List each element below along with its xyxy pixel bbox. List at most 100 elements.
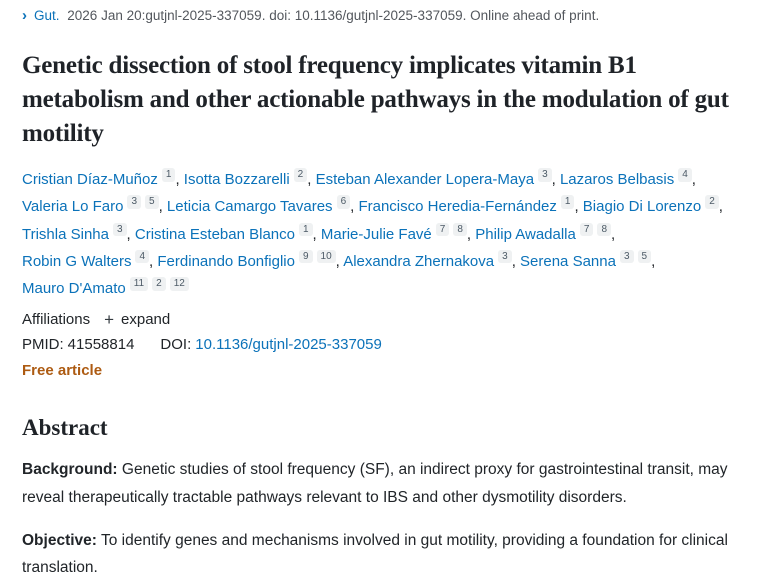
affiliation-number[interactable]: 5 (145, 195, 159, 209)
author-separator: , (312, 225, 317, 243)
affiliation-number[interactable]: 2 (293, 168, 308, 182)
affiliation-number[interactable]: 11 (129, 277, 149, 291)
author-link[interactable]: Mauro D'Amato (22, 280, 126, 298)
author-separator: , (691, 171, 696, 188)
affiliation-badges: 3 (109, 222, 127, 243)
author-link[interactable]: Francisco Heredia-Fernández (358, 198, 557, 216)
author-separator: , (335, 252, 340, 270)
author-link[interactable]: Ferdinando Bonfiglio (157, 252, 295, 270)
author: Ferdinando Bonfiglio 9 10, (157, 249, 340, 270)
affiliation-number[interactable]: 3 (127, 195, 142, 209)
abstract-heading: Abstract (22, 415, 108, 441)
affiliation-number[interactable]: 2 (705, 195, 719, 209)
affiliation-number[interactable]: 2 (152, 277, 166, 291)
author-link[interactable]: Robin G Walters (22, 252, 132, 270)
author-link[interactable]: Trishla Sinha (22, 225, 109, 243)
affiliation-number[interactable]: 4 (678, 168, 692, 182)
affiliation-badges: 9 10 (295, 249, 336, 270)
author-link[interactable]: Lazaros Belbasis (559, 171, 675, 188)
author: Cristian Díaz-Muñoz 1, (22, 168, 180, 188)
affiliation-number[interactable]: 8 (597, 222, 611, 237)
author: Francisco Heredia-Fernández 1, (358, 195, 579, 216)
author-separator: , (611, 225, 616, 243)
author: Robin G Walters 4, (22, 249, 153, 270)
citation-text: 2026 Jan 20:gutjnl-2025-337059. doi: 10.… (67, 8, 600, 23)
affiliation-badges: 4 (131, 249, 150, 270)
article-title: Genetic dissection of stool frequency im… (22, 52, 729, 147)
author-separator: , (350, 198, 355, 216)
author-link[interactable]: Serena Sanna (520, 252, 616, 270)
affiliation-number[interactable]: 1 (560, 195, 575, 209)
affiliation-number[interactable]: 1 (298, 222, 313, 237)
affiliation-number[interactable]: 8 (453, 222, 467, 237)
author: Philip Awadalla 7 8, (475, 222, 616, 243)
doi-link[interactable]: 10.1136/gutjnl-2025-337059 (195, 336, 382, 354)
chevron-right-icon: › (22, 7, 27, 24)
affiliation-number[interactable]: 3 (538, 168, 552, 182)
affiliation-badges: 1 (158, 168, 176, 188)
author-separator: , (651, 252, 656, 270)
author-link[interactable]: Alexandra Zhernakova (343, 252, 495, 270)
author: Serena Sanna 3 5, (520, 249, 656, 270)
journal-link[interactable]: Gut. (34, 8, 60, 23)
author-link[interactable]: Leticia Camargo Tavares (166, 198, 333, 216)
affiliation-number[interactable]: 6 (336, 195, 351, 209)
author: Alexandra Zhernakova 3, (343, 249, 516, 270)
author-separator: , (574, 198, 579, 216)
author-link[interactable]: Cristina Esteban Blanco (134, 225, 295, 243)
affiliation-badges: 11 2 12 (126, 277, 189, 297)
abstract-body: Background: Genetic studies of stool fre… (22, 456, 738, 581)
author-separator: , (466, 225, 472, 243)
doi-label: DOI: (160, 336, 192, 354)
affiliation-number[interactable]: 7 (579, 222, 594, 237)
abstract-section-label: Background: (22, 461, 118, 479)
affiliation-number[interactable]: 9 (298, 249, 313, 264)
affiliations-row: Affiliations + expand (22, 311, 738, 328)
affiliation-badges: 4 (674, 168, 692, 188)
author-link[interactable]: Philip Awadalla (475, 225, 576, 243)
author-link[interactable]: Valeria Lo Faro (22, 198, 124, 216)
pmid-label: PMID: (22, 336, 64, 354)
author: Isotta Bozzarelli 2, (183, 168, 312, 188)
expand-label: expand (121, 311, 171, 329)
affiliation-number[interactable]: 3 (619, 249, 634, 264)
affiliation-badges: 6 (333, 195, 351, 215)
author-separator: , (158, 198, 163, 216)
affiliation-number[interactable]: 10 (316, 249, 336, 264)
expand-affiliations-button[interactable]: + expand (104, 311, 170, 328)
affiliation-number[interactable]: 4 (135, 249, 150, 264)
author: Trishla Sinha 3, (22, 222, 131, 243)
plus-icon: + (104, 310, 115, 330)
author-separator: , (511, 252, 516, 270)
affiliation-badges: 2 (701, 195, 719, 215)
affiliation-number[interactable]: 12 (169, 277, 189, 291)
journal-citation-line: › Gut. 2026 Jan 20:gutjnl-2025-337059. d… (22, 8, 738, 23)
affiliation-number[interactable]: 7 (435, 222, 450, 237)
author-list: Cristian Díaz-Muñoz 1, Isotta Bozzarelli 2… (22, 166, 738, 302)
author-link[interactable]: Biagio Di Lorenzo (582, 198, 702, 216)
author-link[interactable]: Isotta Bozzarelli (183, 171, 290, 188)
affiliation-number[interactable]: 3 (112, 222, 127, 237)
affiliations-label: Affiliations (22, 311, 91, 329)
author: Cristina Esteban Blanco 1, (134, 222, 317, 243)
author-link[interactable]: Cristian Díaz-Muñoz (22, 171, 158, 188)
author-separator: , (718, 198, 723, 216)
author-separator: , (307, 171, 312, 188)
affiliation-badges: 3 (534, 168, 552, 188)
affiliation-badges: 2 (290, 168, 308, 188)
affiliation-number[interactable]: 1 (161, 168, 176, 182)
author: Mauro D'Amato 11 2 12 (22, 277, 189, 298)
author: Biagio Di Lorenzo 2, (582, 195, 723, 216)
abstract-paragraph: Background: Genetic studies of stool fre… (22, 456, 738, 511)
pmid-value: 41558814 (67, 336, 135, 354)
author-link[interactable]: Marie-Julie Favé (320, 225, 432, 243)
author-link[interactable]: Esteban Alexander Lopera-Maya (315, 171, 535, 188)
affiliation-number[interactable]: 3 (498, 249, 512, 264)
affiliation-number[interactable]: 5 (637, 249, 652, 264)
affiliation-badges: 1 (295, 222, 313, 243)
